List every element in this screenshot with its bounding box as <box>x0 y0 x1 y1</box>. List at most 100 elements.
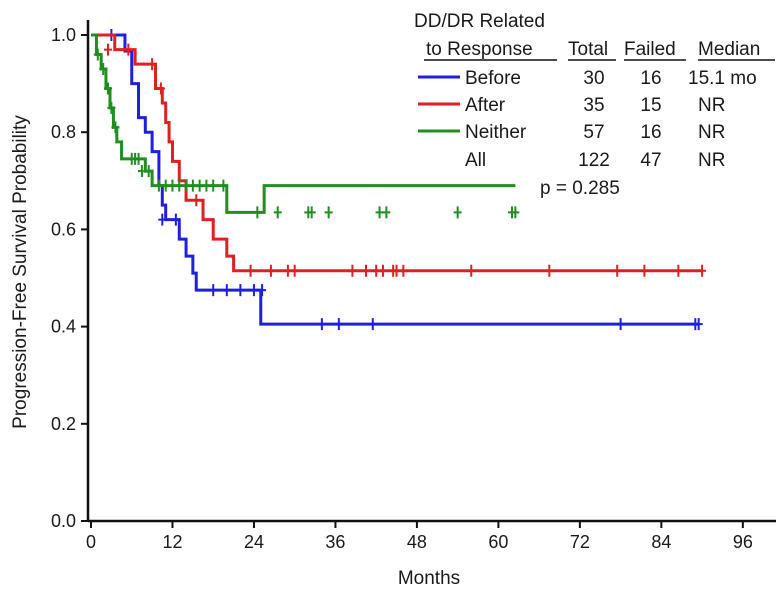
x-tick-label: 36 <box>325 532 345 552</box>
censor-mark-neither <box>154 179 163 192</box>
censor-mark-neither <box>111 121 120 134</box>
censor-mark-after <box>640 264 649 277</box>
censor-mark-before <box>249 284 258 297</box>
legend-failed-all: 47 <box>640 150 661 171</box>
legend-col-total: Total <box>568 39 608 60</box>
censor-mark-neither <box>99 63 108 76</box>
censor-mark-neither <box>209 179 218 192</box>
legend-label-after: After <box>465 95 506 116</box>
censor-mark-neither <box>107 101 116 114</box>
legend-total-neither: 57 <box>583 122 604 143</box>
censor-mark-neither <box>188 179 197 192</box>
censor-mark-after <box>266 264 275 277</box>
censor-mark-neither <box>253 206 262 219</box>
censor-mark-neither <box>219 179 228 192</box>
censor-mark-neither <box>453 206 462 219</box>
legend: DD/DR Related to Response Total Failed M… <box>414 11 775 199</box>
censor-mark-before <box>171 213 180 226</box>
legend-label-neither: Neither <box>465 122 527 143</box>
legend-failed-neither: 16 <box>640 122 661 143</box>
censor-mark-before <box>222 284 231 297</box>
censor-mark-after <box>348 264 357 277</box>
censor-mark-before <box>694 318 703 331</box>
x-tick-label: 0 <box>86 532 96 552</box>
censor-mark-neither <box>195 179 204 192</box>
censor-mark-neither <box>307 206 316 219</box>
censor-mark-neither <box>144 165 153 178</box>
x-axis-title: Months <box>398 568 460 589</box>
legend-col-failed: Failed <box>624 39 676 60</box>
legend-heading-line1: DD/DR Related <box>414 11 545 32</box>
censor-mark-neither <box>134 152 143 165</box>
censor-mark-neither <box>382 206 391 219</box>
y-tick-label: 1.0 <box>51 25 76 45</box>
censor-mark-after <box>698 264 707 277</box>
censor-mark-after <box>545 264 554 277</box>
censor-mark-neither <box>137 165 146 178</box>
x-tick-label: 96 <box>733 532 753 552</box>
censor-mark-after <box>103 43 112 56</box>
censor-mark-neither <box>273 206 282 219</box>
censor-mark-after <box>148 58 157 71</box>
censor-mark-neither <box>168 179 177 192</box>
censor-mark-after <box>613 264 622 277</box>
legend-pvalue: p = 0.285 <box>540 178 620 199</box>
censor-mark-neither <box>175 179 184 192</box>
x-tick-label: 72 <box>570 532 590 552</box>
legend-total-before: 30 <box>583 68 604 89</box>
legend-median-before: 15.1 mo <box>688 68 757 89</box>
series-before <box>91 29 703 331</box>
axes: 0 12 24 36 48 60 72 84 96 0.0 0.2 0.4 0.6 0.8 1.0 <box>51 20 776 552</box>
censor-mark-neither <box>103 82 112 95</box>
y-ticks: 0.0 0.2 0.4 0.6 0.8 1.0 <box>51 25 88 531</box>
censor-mark-neither <box>202 179 211 192</box>
censor-mark-before <box>334 318 343 331</box>
y-tick-label: 0.4 <box>51 317 76 337</box>
censor-mark-neither <box>161 179 170 192</box>
censor-mark-after <box>399 264 408 277</box>
y-tick-label: 0.8 <box>51 122 76 142</box>
y-tick-label: 0.2 <box>51 414 76 434</box>
y-tick-label: 0.6 <box>51 219 76 239</box>
censor-mark-after <box>674 264 683 277</box>
legend-median-neither: NR <box>698 122 725 143</box>
legend-total-all: 122 <box>578 150 610 171</box>
censor-mark-after <box>290 264 299 277</box>
censor-mark-after <box>246 264 255 277</box>
censor-mark-before <box>258 284 267 297</box>
legend-failed-before: 16 <box>640 68 661 89</box>
x-tick-label: 48 <box>407 532 427 552</box>
censor-mark-neither <box>182 179 191 192</box>
x-tick-label: 12 <box>162 532 182 552</box>
y-axis-title: Progression-Free Survival Probability <box>10 115 31 429</box>
x-tick-label: 84 <box>651 532 671 552</box>
series-after <box>91 33 707 277</box>
series-line-before <box>91 33 699 326</box>
censor-mark-before <box>616 318 625 331</box>
censor-mark-after <box>361 264 370 277</box>
censor-mark-after <box>192 194 201 207</box>
legend-label-all: All <box>465 150 486 171</box>
legend-total-after: 35 <box>583 95 604 116</box>
series-layer <box>91 29 707 331</box>
y-tick-label: 0.0 <box>51 511 76 531</box>
series-neither <box>91 33 520 219</box>
legend-label-before: Before <box>465 68 521 89</box>
censor-mark-before <box>158 213 167 226</box>
x-tick-label: 60 <box>488 532 508 552</box>
censor-mark-after <box>372 264 381 277</box>
legend-median-after: NR <box>698 95 725 116</box>
censor-mark-after <box>467 264 476 277</box>
censor-mark-neither <box>375 206 384 219</box>
series-line-neither <box>91 33 516 214</box>
censor-mark-after <box>378 264 387 277</box>
censor-mark-neither <box>324 206 333 219</box>
legend-median-all: NR <box>698 150 725 171</box>
censor-mark-before <box>317 318 326 331</box>
censor-mark-after <box>392 264 401 277</box>
legend-heading-line2: to Response <box>426 39 533 60</box>
legend-col-median: Median <box>698 39 760 60</box>
x-tick-label: 24 <box>244 532 264 552</box>
censor-mark-before <box>236 284 245 297</box>
